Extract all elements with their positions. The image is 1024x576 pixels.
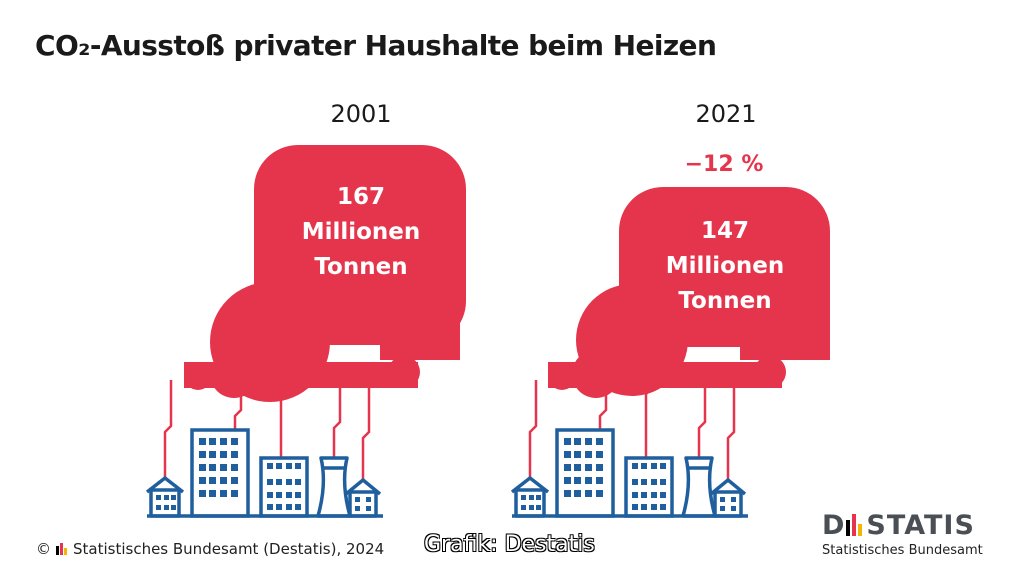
value-number: 147 — [700, 218, 749, 244]
source-text: Statistisches Bundesamt (Destatis), 2024 — [73, 540, 385, 558]
value-number: 167 — [336, 184, 385, 210]
chart-title: CO₂-Ausstoß privater Haushalte beim Heiz… — [35, 29, 717, 62]
copyright-symbol: © — [36, 540, 51, 558]
cloud-value-2001: 167 Millionen Tonnen — [281, 180, 441, 285]
year-label-2021: 2021 — [695, 100, 757, 128]
city-buildings-icon-2021 — [510, 378, 750, 518]
graphic-credit: Grafik: Destatis — [424, 532, 595, 557]
emission-cloud-2001 — [184, 145, 466, 402]
value-unit-line1: Millionen — [665, 253, 785, 279]
value-unit-line2: Tonnen — [678, 288, 772, 314]
value-unit-line1: Millionen — [301, 219, 421, 245]
change-badge: −12 % — [684, 152, 764, 177]
brand-name-right: STATIS — [866, 509, 975, 541]
emission-cloud-2021 — [548, 187, 830, 398]
destatis-mini-logo-icon — [56, 543, 68, 555]
brand-subtitle: Statistisches Bundesamt — [822, 543, 983, 558]
value-unit-line2: Tonnen — [314, 254, 408, 280]
brand-name: D STATIS — [822, 509, 992, 541]
brand-name-left: D — [822, 509, 846, 541]
source-note: © Statistisches Bundesamt (Destatis), 20… — [36, 540, 384, 558]
cloud-value-2021: 147 Millionen Tonnen — [645, 214, 805, 319]
flag-bars-icon — [846, 514, 864, 536]
destatis-logo: D STATIS Statistisches Bundesamt — [822, 509, 992, 559]
year-label-2001: 2001 — [330, 100, 392, 128]
